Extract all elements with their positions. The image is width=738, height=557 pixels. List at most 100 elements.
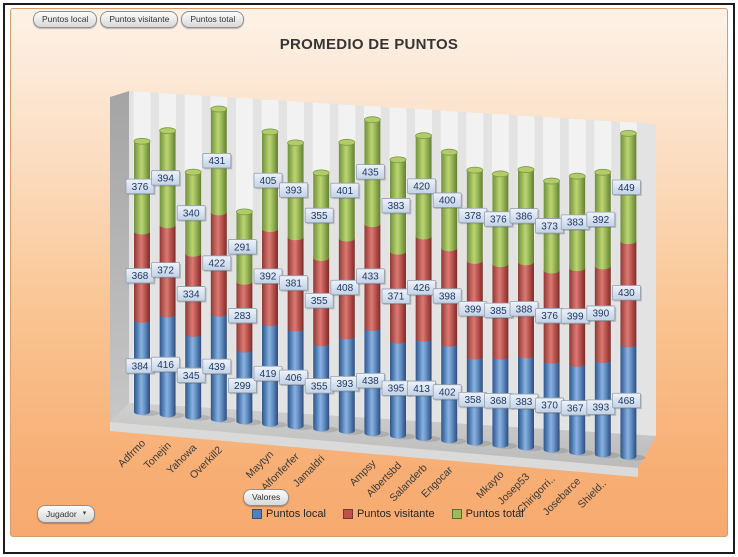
data-label: 283 (234, 311, 251, 322)
data-label: 449 (618, 183, 635, 194)
data-label-box (612, 392, 641, 409)
bar-10-top[interactable] (363, 116, 381, 124)
data-label-box (125, 178, 155, 195)
data-label-box (202, 153, 232, 169)
bar-1-top[interactable] (133, 137, 151, 145)
data-label: 384 (132, 361, 149, 372)
bar-14-top[interactable] (466, 166, 484, 174)
bar-17-top[interactable] (543, 177, 560, 185)
data-label: 400 (439, 196, 456, 207)
data-label: 398 (439, 291, 456, 302)
data-label: 426 (413, 283, 430, 294)
data-label: 345 (183, 371, 200, 382)
data-label: 408 (336, 283, 353, 294)
bar-15-top[interactable] (491, 170, 509, 178)
data-label: 392 (592, 215, 609, 226)
bar-20-top[interactable] (620, 129, 637, 137)
legend-item-puntos-visitante[interactable]: Puntos visitante (342, 508, 435, 520)
legend-item-puntos-local[interactable]: Puntos local (252, 508, 326, 520)
data-label: 390 (592, 309, 609, 320)
data-label: 468 (618, 396, 635, 407)
data-label: 422 (208, 259, 225, 270)
legend-label: Puntos local (266, 508, 326, 520)
data-label-box (586, 211, 616, 227)
data-label-box (381, 198, 411, 214)
data-label: 438 (362, 376, 379, 387)
data-label: 355 (311, 211, 328, 222)
bar-4-top[interactable] (210, 105, 228, 113)
bar-19-top[interactable] (594, 168, 612, 176)
data-label: 393 (336, 379, 353, 390)
data-label: 439 (208, 362, 225, 373)
bar-11-top[interactable] (389, 156, 407, 164)
data-label: 386 (516, 211, 533, 222)
data-label: 392 (260, 272, 277, 283)
data-label: 399 (567, 311, 584, 322)
data-label: 376 (132, 182, 149, 193)
data-label-box (304, 207, 334, 224)
data-label-box (407, 279, 437, 296)
data-label: 430 (618, 288, 635, 299)
bar-13-top[interactable] (440, 148, 458, 156)
axis-field-button-jugador[interactable]: Jugador ▾ (37, 505, 96, 523)
chevron-down-icon: ▾ (82, 510, 87, 517)
data-label-box (355, 268, 385, 284)
data-label: 376 (541, 311, 558, 322)
data-label-box (432, 288, 462, 304)
chart-title: PROMEDIO DE PUNTOS (279, 36, 459, 53)
data-label: 340 (183, 208, 200, 219)
bar-12-top[interactable] (415, 132, 433, 140)
data-label: 355 (311, 296, 328, 307)
bar-7-top[interactable] (287, 139, 305, 147)
data-label: 420 (413, 182, 430, 193)
data-label: 383 (516, 397, 533, 408)
data-label: 381 (285, 278, 302, 289)
data-label: 368 (490, 396, 507, 407)
data-label-box (586, 305, 616, 321)
field-button-puntos-total[interactable]: Puntos total (181, 11, 245, 28)
bar-9-top[interactable] (338, 138, 356, 146)
field-button-puntos-visitante[interactable]: Puntos visitante (100, 11, 179, 28)
legend-label: Puntos total (465, 508, 524, 520)
data-label-box (304, 292, 334, 309)
data-label: 406 (285, 373, 302, 384)
axis-field-label: Jugador (46, 509, 77, 519)
bar-2-top[interactable] (159, 127, 177, 135)
chart-floor-edge (110, 422, 638, 477)
data-label-box (253, 172, 283, 189)
data-label: 394 (157, 173, 174, 184)
bar-3-top[interactable] (184, 168, 202, 176)
data-label: 334 (183, 289, 200, 300)
data-label: 402 (439, 387, 456, 398)
legend-item-puntos-total[interactable]: Puntos total (451, 508, 524, 520)
data-label: 413 (413, 384, 430, 395)
bar-6-top[interactable] (261, 128, 279, 136)
legend-swatch-blue (252, 509, 262, 519)
data-label: 355 (311, 381, 328, 392)
data-label-box (202, 255, 232, 271)
data-label: 367 (567, 403, 584, 414)
data-label: 383 (567, 218, 584, 229)
data-label-box (432, 192, 462, 208)
data-label-box (202, 358, 232, 375)
values-field-button[interactable]: Valores (243, 489, 290, 506)
data-label: 372 (157, 265, 174, 276)
bar-8-top[interactable] (312, 169, 330, 177)
data-label: 405 (260, 176, 277, 187)
data-label: 378 (464, 211, 481, 222)
bar-16-top[interactable] (517, 166, 535, 173)
data-label: 371 (388, 292, 405, 303)
data-label-box (279, 369, 309, 386)
data-label-box (151, 262, 181, 278)
data-label: 291 (234, 242, 251, 253)
data-label: 370 (541, 401, 558, 412)
field-button-puntos-local[interactable]: Puntos local (33, 11, 98, 28)
data-label-box (509, 208, 539, 224)
data-label-box (227, 239, 257, 255)
bar-5-top[interactable] (235, 208, 253, 216)
bar-18-top[interactable] (568, 172, 586, 180)
data-label-box (151, 356, 181, 373)
data-label-box (330, 182, 360, 199)
